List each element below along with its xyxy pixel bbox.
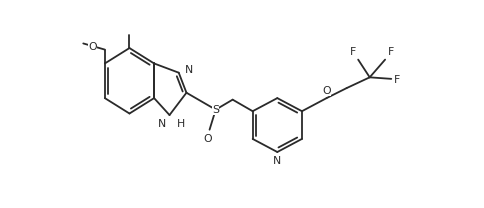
Text: F: F	[394, 76, 401, 85]
Text: O: O	[322, 86, 331, 96]
Text: N: N	[273, 156, 281, 166]
Text: N: N	[185, 65, 193, 75]
Text: F: F	[387, 47, 393, 57]
Text: O: O	[204, 134, 212, 144]
Text: F: F	[349, 47, 356, 57]
Text: O: O	[88, 42, 97, 52]
Text: N: N	[158, 119, 166, 129]
Text: H: H	[177, 119, 185, 129]
Text: S: S	[212, 105, 219, 115]
